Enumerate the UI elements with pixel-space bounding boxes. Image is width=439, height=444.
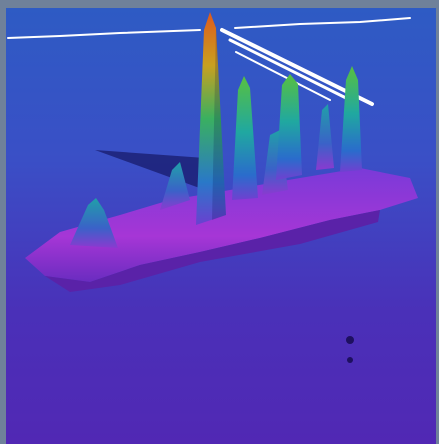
ridge-edge xyxy=(45,210,380,292)
peak xyxy=(276,74,302,180)
peak xyxy=(160,162,190,210)
peak xyxy=(70,198,118,248)
peak xyxy=(316,104,334,170)
track-line xyxy=(7,29,201,39)
seafloor-pit xyxy=(347,357,353,363)
peak xyxy=(232,76,258,200)
peak xyxy=(340,66,362,172)
ridge xyxy=(25,168,418,282)
track-stripe xyxy=(235,51,331,101)
seafloor-pit xyxy=(346,336,354,344)
track-line xyxy=(234,17,411,29)
peak-shade xyxy=(212,28,226,220)
track-stripe xyxy=(228,38,352,102)
main-peak xyxy=(196,12,226,225)
